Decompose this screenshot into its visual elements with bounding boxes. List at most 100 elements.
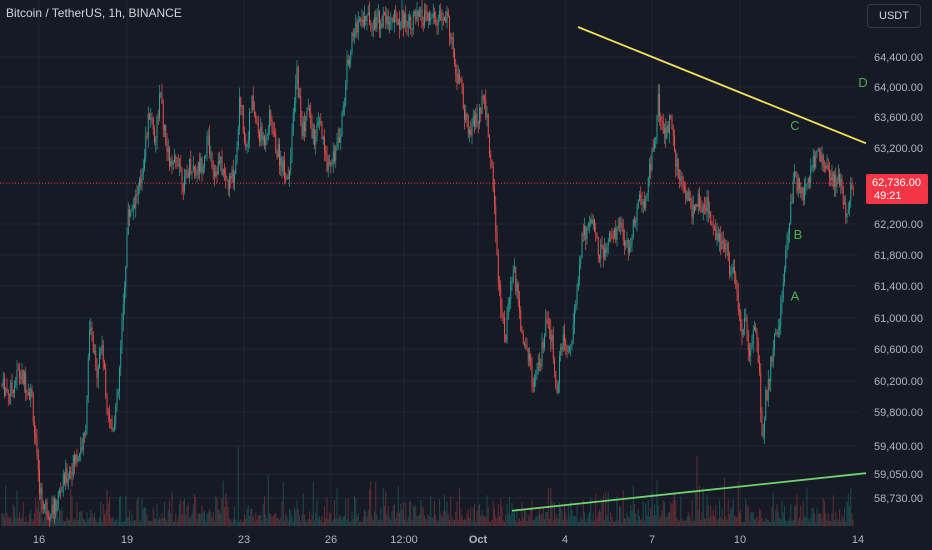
volume-bar [851, 513, 853, 526]
candle-body [461, 79, 463, 87]
volume-bar [142, 508, 144, 526]
candle-body [531, 365, 533, 386]
candle-body [582, 233, 584, 236]
candle-body [735, 273, 737, 286]
candle-body [679, 178, 680, 180]
candle-body [562, 334, 564, 350]
volume-bar [110, 517, 112, 526]
candle-body [75, 454, 77, 464]
candle-body [647, 177, 649, 194]
candle-body [701, 208, 703, 213]
candle-body [300, 96, 302, 118]
volume-bar [252, 516, 254, 526]
volume-bar [9, 517, 10, 526]
candle-body [589, 223, 590, 225]
volume-bar [589, 511, 590, 526]
volume-bar [19, 511, 20, 526]
volume-bar [77, 520, 79, 526]
volume-bar [745, 498, 747, 526]
candle-body [757, 342, 759, 363]
x-tick-label: 19 [121, 534, 133, 546]
candle-body [359, 19, 360, 21]
trendline-upper[interactable] [577, 26, 867, 145]
candle-body [357, 19, 359, 33]
candle-body [676, 158, 678, 167]
volume-bar [810, 517, 812, 526]
candle-body [439, 11, 440, 18]
trendline-layer[interactable] [511, 26, 867, 512]
candle-body [415, 11, 417, 20]
candle-body [404, 13, 405, 28]
candle-body [397, 19, 399, 25]
volume-bar [161, 512, 163, 526]
candle-body [780, 304, 782, 326]
candle-body [149, 113, 150, 120]
volume-bar [775, 510, 777, 526]
volume-bar [695, 490, 697, 526]
volume-bar [632, 485, 634, 526]
candle-body [639, 194, 640, 200]
candle-body [656, 115, 658, 138]
volume-bar [286, 516, 288, 526]
volume-bar [91, 513, 93, 526]
candle-body [842, 188, 844, 205]
candle-body [432, 12, 434, 18]
volume-bar [791, 520, 793, 526]
volume-bar [427, 514, 429, 526]
volume-bar [557, 519, 559, 526]
candle-body [366, 15, 368, 21]
candle-body [19, 370, 20, 377]
volume-bar [626, 511, 628, 526]
candle-body [690, 198, 692, 201]
volume-bar [669, 511, 670, 526]
volume-bar [250, 508, 252, 526]
candle-body [622, 228, 624, 240]
volume-bar [167, 509, 169, 526]
symbol-title[interactable]: Bitcoin / TetherUS, 1h, BINANCE [6, 6, 182, 20]
candle-body [337, 137, 339, 142]
trendline-lower[interactable] [511, 472, 867, 512]
volume-bar [817, 514, 819, 526]
volume-bar [210, 512, 212, 526]
candle-body [680, 176, 682, 180]
volume-bar [502, 520, 504, 526]
currency-button[interactable]: USDT [867, 4, 921, 28]
volume-bar [191, 513, 193, 526]
candle-body [22, 369, 24, 384]
volume-bar [424, 515, 425, 526]
candle-body [746, 317, 748, 335]
price-axis[interactable]: 64,400.00 64,000.00 63,600.00 63,200.00 62,2… [874, 52, 923, 505]
candle-body [537, 362, 539, 371]
volume-bar [144, 506, 145, 526]
volume-bar [732, 499, 734, 526]
candle-body [266, 136, 268, 140]
volume-bar [729, 514, 730, 526]
volume-bar [359, 521, 360, 526]
volume-bar [125, 496, 127, 526]
candle-body [197, 162, 199, 175]
volume-bar [672, 499, 674, 526]
volume-bar [140, 520, 142, 526]
volume-layer [1, 446, 854, 526]
volume-bar [561, 510, 563, 526]
volume-bar [824, 500, 825, 526]
candle-layer [1, 0, 854, 528]
candle-body [392, 17, 394, 23]
candle-body [686, 192, 688, 200]
volume-bar [236, 521, 238, 526]
candle-body [24, 372, 25, 384]
candle-body [420, 9, 422, 13]
time-axis[interactable]: 16 19 23 26 12:00 Oct 4 7 10 14 [33, 534, 864, 546]
candle-body [567, 351, 569, 352]
candle-body [309, 108, 310, 112]
candle-body [705, 207, 707, 212]
volume-bar [324, 506, 325, 526]
volume-bar [837, 520, 839, 526]
volume-bar [701, 512, 703, 526]
volume-bar [651, 491, 653, 526]
candle-body [229, 176, 230, 190]
candle-body [452, 37, 454, 50]
volume-bar [47, 513, 49, 526]
candle-body [389, 22, 390, 25]
